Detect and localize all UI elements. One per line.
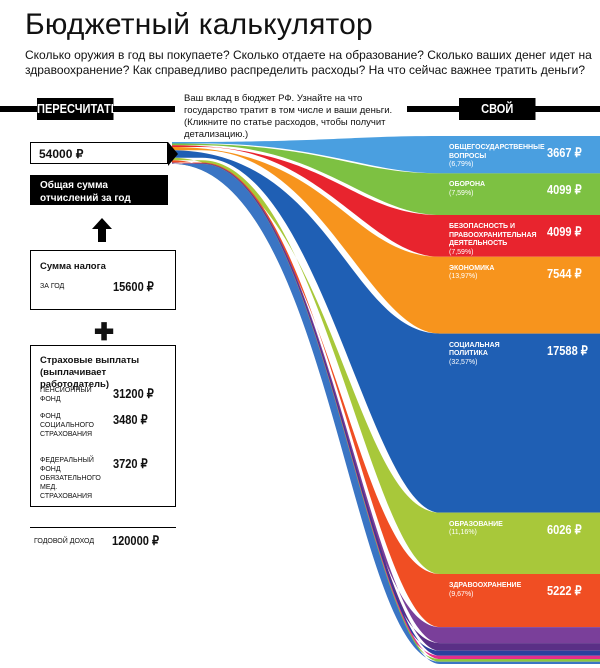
note-text: Ваш вклад в бюджет РФ. Узнайте на что го… xyxy=(184,93,393,140)
segment-percent: (7,59%) xyxy=(449,189,474,197)
pension-fund-value: 31200 ₽ xyxy=(113,386,154,401)
own-variant-button[interactable]: СВОЙ ВАРИАНТ xyxy=(459,98,536,138)
left-stripe-2 xyxy=(113,106,175,112)
tax-title: Сумма налога xyxy=(40,261,106,272)
segment-value: 5222 ₽ xyxy=(547,583,582,598)
segment-percent: (11,16%) xyxy=(449,529,477,537)
segment-value: 7544 ₽ xyxy=(547,265,582,281)
left-stripe xyxy=(0,106,37,112)
budget-band-4[interactable] xyxy=(172,150,600,513)
tax-value: 15600 ₽ xyxy=(113,279,154,294)
segment-value: 4099 ₽ xyxy=(547,224,582,240)
budget-band-6[interactable] xyxy=(172,160,600,628)
insurance-box: Страховые выплаты (выплачивает работодат… xyxy=(30,345,176,507)
arrow-up-icon xyxy=(92,218,112,242)
page-title: Бюджетный калькулятор xyxy=(25,8,373,41)
segment-name: ОБОРОНА xyxy=(449,181,486,189)
budget-band-5[interactable] xyxy=(172,157,600,575)
segment-value: 6026 ₽ xyxy=(547,521,582,537)
segment-value: 17588 ₽ xyxy=(547,342,588,358)
budget-band-2[interactable] xyxy=(172,145,600,257)
budget-band-3[interactable] xyxy=(172,147,600,334)
medical-fund-value: 3720 ₽ xyxy=(113,456,148,471)
recalculate-button[interactable]: ПЕРЕСЧИТАТЬ xyxy=(37,98,119,120)
segment-name: ЗДРАВООХРАНЕНИЕ xyxy=(449,582,522,589)
pension-fund-label: ПЕНСИОННЫЙ ФОНД xyxy=(40,387,92,403)
segment-percent: (7,59%) xyxy=(449,248,474,256)
segment-value: 3667 ₽ xyxy=(547,145,582,160)
segment-percent: (32,57%) xyxy=(449,358,478,366)
budget-band-0[interactable] xyxy=(172,136,600,174)
segment-name: СОЦИАЛЬНАЯ ПОЛИТИКА xyxy=(449,341,500,358)
tax-period-label: ЗА ГОД xyxy=(40,283,65,290)
social-fund-value: 3480 ₽ xyxy=(113,412,148,427)
segment-name: ОБРАЗОВАНИЕ xyxy=(449,520,503,528)
medical-fund-label: ФЕДЕРАЛЬНЫЙ ФОНД ОБЯЗАТЕЛЬНОГО МЕД. СТРА… xyxy=(40,457,101,500)
right-stripe xyxy=(407,106,459,112)
segment-name: БЕЗОПАСНОСТЬ И ПРАВООХРАНИТЕЛЬНАЯ ДЕЯТЕЛ… xyxy=(449,223,537,248)
right-stripe-2 xyxy=(535,106,600,112)
segment-label[interactable]: БЕЗОПАСНОСТЬ И ПРАВООХРАНИТЕЛЬНАЯ ДЕЯТЕЛ… xyxy=(449,223,539,257)
total-label: Общая сумма отчислений за год xyxy=(30,175,168,205)
segment-percent: (13,97%) xyxy=(449,273,478,281)
segment-label[interactable]: ОБЩЕГОСУДАРСТВЕННЫЕ ВОПРОСЫ (6,79%) xyxy=(449,144,545,170)
annual-income-value: 120000 ₽ xyxy=(112,533,159,548)
annual-income-row: ГОДОВОЙ ДОХОД 120000 ₽ xyxy=(30,527,176,548)
segment-name: ЭКОНОМИКА xyxy=(449,264,495,272)
segment-label[interactable]: ЗДРАВООХРАНЕНИЕ (9,67%) xyxy=(449,582,539,599)
segment-label[interactable]: ОБРАЗОВАНИЕ (11,16%) xyxy=(449,521,539,538)
social-fund-label: ФОНД СОЦИАЛЬНОГО СТРАХОВАНИЯ xyxy=(40,413,94,438)
segment-label[interactable]: ЭКОНОМИКА (13,97%) xyxy=(449,265,539,282)
intro-text: Сколько оружия в год вы покупаете? Сколь… xyxy=(25,48,592,77)
annual-income-label: ГОДОВОЙ ДОХОД xyxy=(34,538,95,545)
income-input[interactable]: 54000 ₽ xyxy=(30,142,168,164)
segment-name: ОБЩЕГОСУДАРСТВЕННЫЕ ВОПРОСЫ xyxy=(449,144,545,160)
segment-value: 4099 ₽ xyxy=(547,182,582,198)
segment-percent: (6,79%) xyxy=(449,161,474,168)
insurance-title: Страховые выплаты (выплачивает работодат… xyxy=(40,355,140,390)
segment-label[interactable]: ОБОРОНА (7,59%) xyxy=(449,181,539,198)
segment-label[interactable]: СОЦИАЛЬНАЯ ПОЛИТИКА (32,57%) xyxy=(449,342,539,368)
plus-icon: ✚ xyxy=(94,319,115,346)
tax-box: Сумма налога ЗА ГОД 15600 ₽ xyxy=(30,250,176,310)
income-arrow xyxy=(168,142,178,166)
budget-band-1[interactable] xyxy=(172,143,600,216)
segment-percent: (9,67%) xyxy=(449,590,474,598)
